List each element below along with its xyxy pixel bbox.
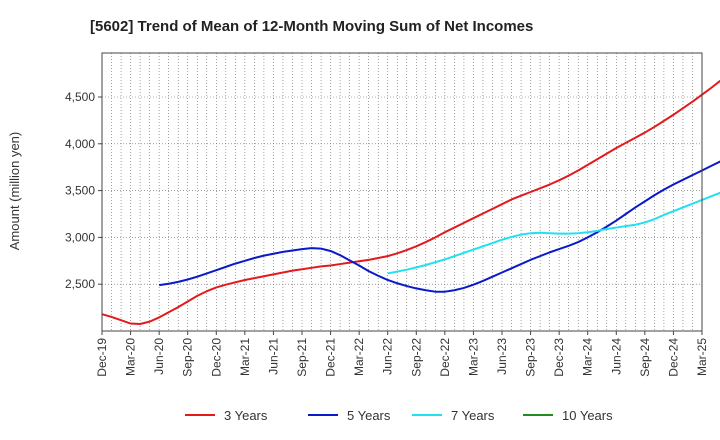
legend-label-3-years: 3 Years: [224, 408, 268, 423]
legend-label-7-years: 7 Years: [451, 408, 495, 423]
x-tick-label: Dec-21: [324, 338, 338, 377]
x-axis-ticks: Dec-19 Mar-20 Jun-20 Sep-20 Dec-20 Mar-21 Jun-…: [95, 331, 709, 377]
y-axis-ticks: 2,500 3,000 3,500 4,000 4,500: [65, 90, 102, 291]
y-tick-label: 4,000: [65, 137, 95, 151]
y-tick-label: 3,500: [65, 184, 95, 198]
x-tick-label: Sep-24: [638, 338, 652, 377]
x-tick-label: Mar-22: [352, 338, 366, 376]
y-tick-label: 3,000: [65, 230, 95, 244]
series-lines: [101, 79, 720, 325]
x-tick-label: Mar-25: [695, 338, 709, 376]
x-tick-label: Mar-21: [238, 338, 252, 376]
chart-title: [5602] Trend of Mean of 12-Month Moving …: [90, 18, 533, 35]
y-tick-label: 4,500: [65, 90, 95, 104]
x-tick-label: Sep-22: [409, 338, 423, 377]
x-tick-label: Jun-24: [609, 338, 623, 375]
x-tick-label: Sep-21: [295, 338, 309, 377]
x-tick-label: Dec-23: [552, 338, 566, 377]
x-tick-label: Sep-20: [181, 338, 195, 377]
x-tick-label: Mar-23: [466, 338, 480, 376]
y-tick-label: 2,500: [65, 277, 95, 291]
legend-label-10-years: 10 Years: [562, 408, 613, 423]
x-tick-label: Mar-20: [124, 338, 138, 376]
series-line-7-years: [387, 191, 720, 275]
x-tick-label: Jun-23: [495, 338, 509, 375]
x-tick-label: Jun-22: [381, 338, 395, 375]
x-tick-label: Dec-20: [209, 338, 223, 377]
x-tick-label: Dec-24: [666, 338, 680, 377]
x-tick-label: Jun-20: [152, 338, 166, 375]
legend: 3 Years 5 Years 7 Years 10 Years: [185, 408, 613, 423]
x-tick-label: Dec-19: [95, 338, 109, 377]
plot-area-frame: [101, 52, 703, 332]
y-axis-label: Amount (million yen): [7, 132, 22, 251]
series-line-3-years: [101, 79, 720, 325]
gridlines: [102, 53, 702, 331]
legend-label-5-years: 5 Years: [347, 408, 391, 423]
x-tick-label: Dec-22: [438, 338, 452, 377]
x-tick-label: Sep-23: [524, 338, 538, 377]
x-tick-label: Mar-24: [581, 338, 595, 376]
series-line-5-years: [158, 160, 720, 293]
x-tick-label: Jun-21: [266, 338, 280, 375]
